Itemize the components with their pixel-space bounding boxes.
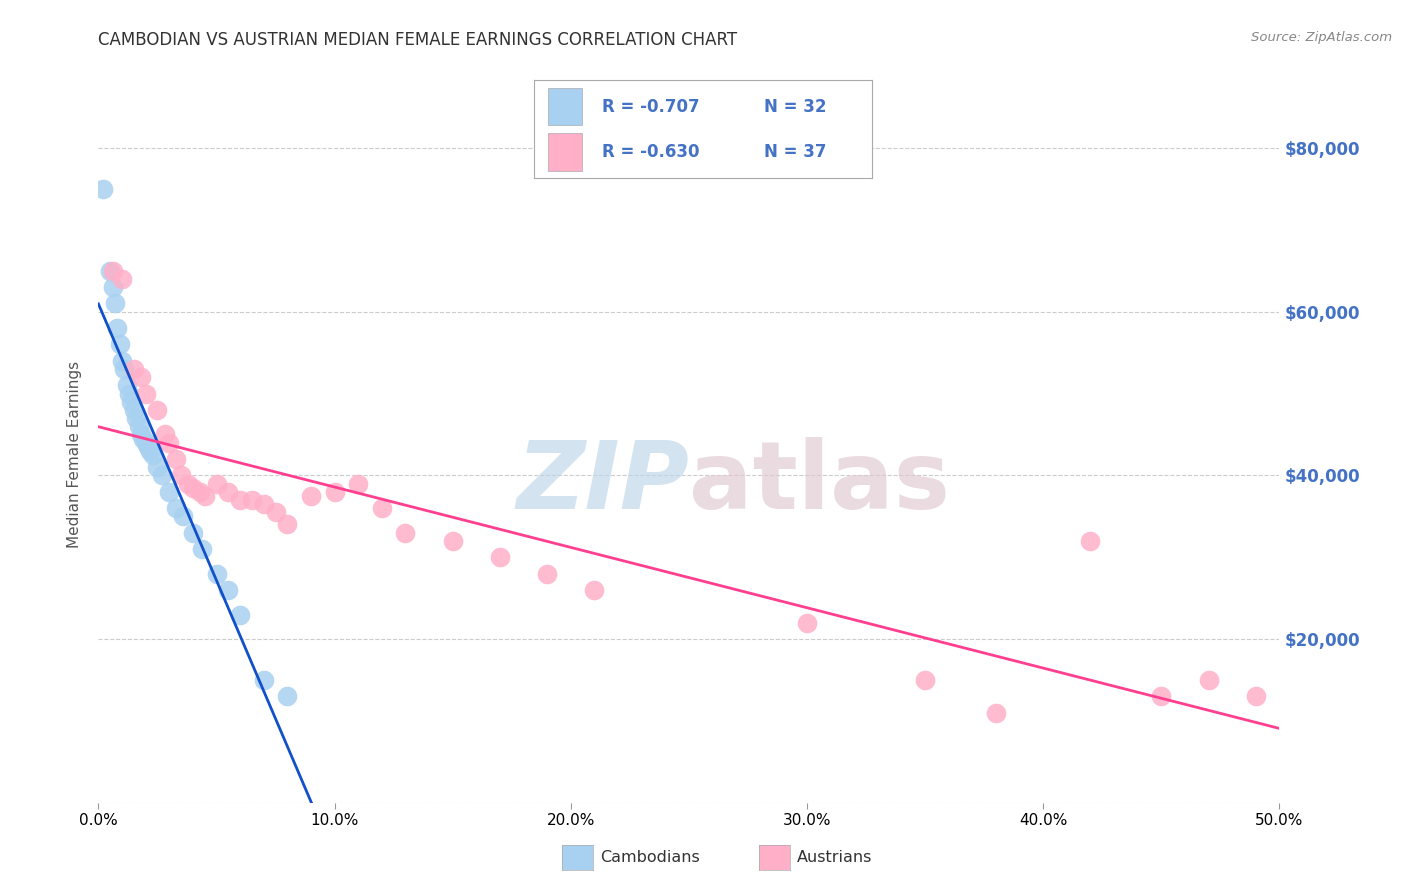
Point <box>101 280 124 294</box>
Point <box>191 542 214 557</box>
Point <box>98 264 121 278</box>
Point <box>181 481 204 495</box>
Point <box>299 489 322 503</box>
Text: R = -0.707: R = -0.707 <box>602 98 699 116</box>
Point <box>135 386 157 401</box>
Bar <box>548 88 582 126</box>
Point <box>115 378 138 392</box>
Point <box>91 182 114 196</box>
Point <box>157 435 180 450</box>
Point <box>323 484 346 499</box>
Point <box>489 550 512 565</box>
Point <box>229 492 252 507</box>
Point <box>101 264 124 278</box>
Text: N = 37: N = 37 <box>763 143 827 161</box>
Point <box>146 403 169 417</box>
Point <box>205 566 228 581</box>
Point <box>1150 690 1173 704</box>
Text: Austrians: Austrians <box>797 850 873 864</box>
Point <box>177 476 200 491</box>
Y-axis label: Median Female Earnings: Median Female Earnings <box>67 361 83 549</box>
Point <box>121 394 143 409</box>
Point <box>1198 673 1220 687</box>
Point <box>108 337 131 351</box>
Point <box>128 419 150 434</box>
Point <box>122 403 145 417</box>
Point <box>111 272 134 286</box>
Point <box>132 432 155 446</box>
Point <box>347 476 370 491</box>
Point <box>240 492 263 507</box>
Point <box>583 582 606 597</box>
Point <box>217 582 239 597</box>
Point <box>165 501 187 516</box>
Point <box>914 673 936 687</box>
Text: N = 32: N = 32 <box>763 98 827 116</box>
Point <box>984 706 1007 720</box>
Point <box>253 497 276 511</box>
Point <box>205 476 228 491</box>
Point <box>441 533 464 548</box>
Point <box>139 443 162 458</box>
Point <box>129 370 152 384</box>
Point <box>150 468 173 483</box>
Point <box>125 411 148 425</box>
Bar <box>548 133 582 170</box>
Point <box>1244 690 1267 704</box>
Point <box>194 489 217 503</box>
Point <box>796 615 818 630</box>
Point <box>118 386 141 401</box>
Point <box>229 607 252 622</box>
Text: Cambodians: Cambodians <box>600 850 700 864</box>
Text: atlas: atlas <box>689 437 950 529</box>
Point <box>122 362 145 376</box>
Point <box>129 427 152 442</box>
Point <box>142 448 165 462</box>
Point <box>181 525 204 540</box>
Point <box>170 468 193 483</box>
Point <box>165 452 187 467</box>
Point <box>157 484 180 499</box>
Point <box>1080 533 1102 548</box>
Point <box>276 690 298 704</box>
Text: CAMBODIAN VS AUSTRIAN MEDIAN FEMALE EARNINGS CORRELATION CHART: CAMBODIAN VS AUSTRIAN MEDIAN FEMALE EARN… <box>98 31 738 49</box>
Text: Source: ZipAtlas.com: Source: ZipAtlas.com <box>1251 31 1392 45</box>
Text: ZIP: ZIP <box>516 437 689 529</box>
Point <box>136 440 159 454</box>
Point <box>217 484 239 499</box>
Text: R = -0.630: R = -0.630 <box>602 143 699 161</box>
Point <box>112 362 135 376</box>
Point <box>104 296 127 310</box>
Point <box>394 525 416 540</box>
Point <box>105 321 128 335</box>
Point <box>135 435 157 450</box>
Point <box>153 427 176 442</box>
Point <box>146 460 169 475</box>
Point <box>371 501 394 516</box>
Point <box>172 509 194 524</box>
Point <box>264 505 287 519</box>
Point <box>276 517 298 532</box>
Point <box>188 484 211 499</box>
Point <box>536 566 558 581</box>
Point <box>253 673 276 687</box>
Point <box>111 353 134 368</box>
